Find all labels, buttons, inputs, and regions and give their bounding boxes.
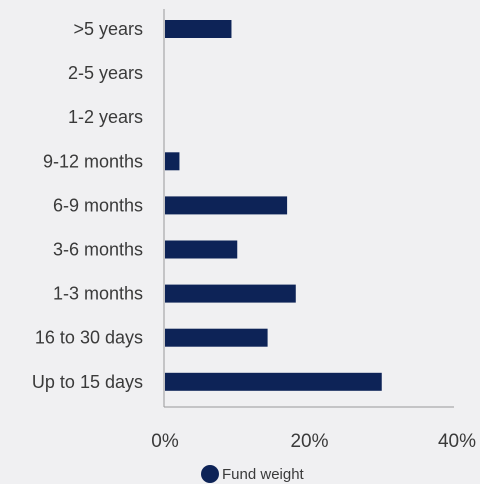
x-tick-label: 40% (438, 431, 476, 452)
category-label: 2-5 years (68, 63, 143, 83)
category-label: 9-12 months (43, 151, 143, 171)
category-labels: >5 years 2-5 years 1-2 years 9-12 months 6-9… (32, 19, 143, 392)
category-label: Up to 15 days (32, 372, 143, 392)
category-label: >5 years (73, 19, 143, 39)
legend: Fund weight (201, 465, 305, 483)
bar (165, 152, 180, 171)
bar (165, 196, 288, 215)
bar (165, 284, 296, 303)
category-label: 1-3 months (53, 284, 143, 304)
bars-layer (165, 20, 382, 391)
legend-label-fund-weight: Fund weight (222, 466, 305, 483)
category-label: 6-9 months (53, 195, 143, 215)
bar (165, 240, 238, 259)
legend-swatch (201, 465, 219, 483)
category-label: 16 to 30 days (35, 328, 143, 348)
bar (165, 328, 268, 347)
x-tick-labels: 0% 20% 40% (151, 431, 476, 452)
category-label: 3-6 months (53, 240, 143, 260)
bar (165, 372, 382, 391)
x-tick-label: 20% (290, 431, 328, 452)
bar (165, 20, 232, 38)
x-tick-label: 0% (151, 431, 179, 452)
category-label: 1-2 years (68, 107, 143, 127)
